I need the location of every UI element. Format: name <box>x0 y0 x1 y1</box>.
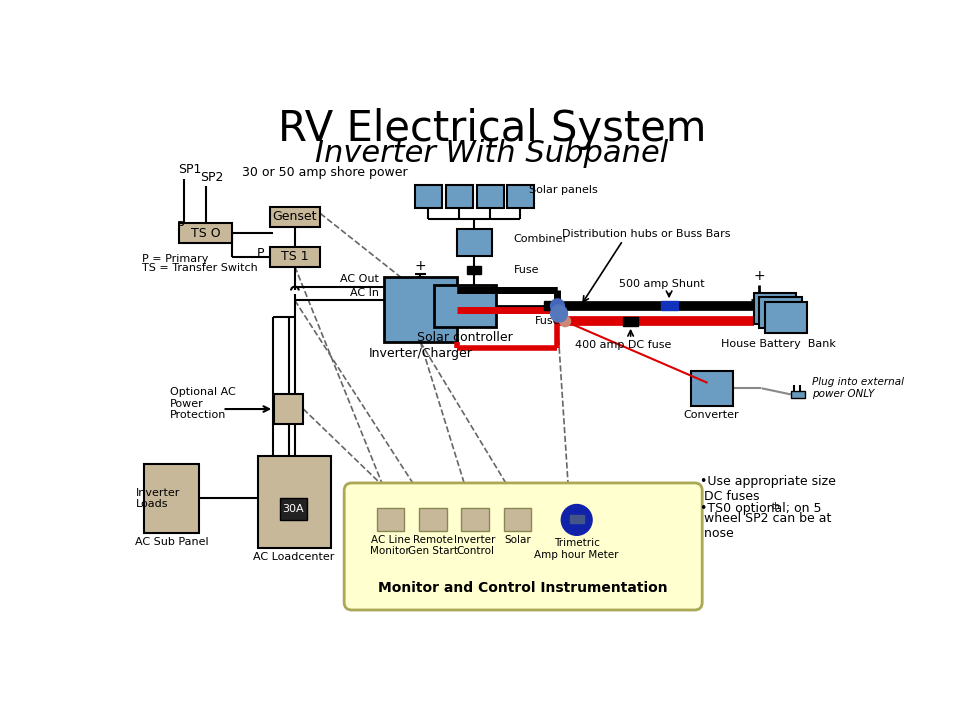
Text: AC Sub Panel: AC Sub Panel <box>134 537 208 547</box>
Text: Plug into external
power ONLY: Plug into external power ONLY <box>811 377 903 399</box>
Text: Remote
Gen Start: Remote Gen Start <box>408 534 458 556</box>
Bar <box>271 246 321 266</box>
Bar <box>275 395 303 423</box>
Bar <box>476 185 504 208</box>
Bar <box>661 301 679 310</box>
Bar <box>144 464 200 533</box>
Text: +: + <box>754 269 765 283</box>
Text: 30 or 50 amp shore power: 30 or 50 amp shore power <box>242 166 407 179</box>
Bar <box>384 276 457 342</box>
Text: AC Out: AC Out <box>340 274 379 284</box>
Text: AC Loadcenter: AC Loadcenter <box>253 552 335 562</box>
Text: +: + <box>415 258 426 273</box>
Text: Solar: Solar <box>504 534 531 544</box>
Bar <box>376 508 404 531</box>
Text: 500 amp Shunt: 500 amp Shunt <box>618 279 705 289</box>
FancyBboxPatch shape <box>344 483 702 610</box>
Circle shape <box>550 305 567 322</box>
Bar <box>258 456 331 549</box>
Text: Inverter
Loads: Inverter Loads <box>136 487 180 509</box>
Circle shape <box>550 299 564 312</box>
Text: SP1: SP1 <box>179 163 202 176</box>
Text: P: P <box>256 246 264 259</box>
Bar <box>271 207 321 227</box>
Bar <box>544 301 557 310</box>
Bar <box>690 372 733 406</box>
Bar <box>419 508 446 531</box>
Text: Fuse: Fuse <box>535 316 561 326</box>
Bar <box>508 185 535 208</box>
Bar <box>461 508 489 531</box>
Text: Distribution hubs or Buss Bars: Distribution hubs or Buss Bars <box>562 229 731 239</box>
Text: AC Line
Monitor: AC Line Monitor <box>371 534 410 556</box>
Text: Monitor and Control Instrumentation: Monitor and Control Instrumentation <box>378 580 667 595</box>
Text: P = Primary: P = Primary <box>142 254 208 264</box>
Bar <box>468 266 481 274</box>
Bar <box>180 223 231 243</box>
Bar <box>415 185 442 208</box>
Bar <box>457 229 492 256</box>
Bar <box>623 317 638 326</box>
Bar <box>504 508 531 531</box>
Text: Solar controller: Solar controller <box>418 331 513 344</box>
Text: Inverter
Control: Inverter Control <box>454 534 495 556</box>
Text: Genset: Genset <box>273 210 317 223</box>
Text: TS = Transfer Switch: TS = Transfer Switch <box>142 264 257 274</box>
Text: RV Electrical System: RV Electrical System <box>277 108 707 150</box>
Text: TS O: TS O <box>191 227 221 240</box>
Circle shape <box>560 316 570 327</box>
Text: House Battery  Bank: House Battery Bank <box>721 339 836 349</box>
Text: Trimetric
Amp hour Meter: Trimetric Amp hour Meter <box>535 539 619 560</box>
Text: Optional AC
Power
Protection: Optional AC Power Protection <box>170 387 236 420</box>
Bar <box>570 516 584 523</box>
Text: Inverter/Charger: Inverter/Charger <box>369 346 472 360</box>
Bar <box>764 302 807 333</box>
Text: Converter: Converter <box>684 410 739 420</box>
Text: th: th <box>772 502 780 511</box>
Text: SP2: SP2 <box>201 171 224 184</box>
Text: •Use appropriate size
 DC fuses: •Use appropriate size DC fuses <box>700 475 836 503</box>
Text: AC In: AC In <box>349 288 379 298</box>
Text: Inverter With Subpanel: Inverter With Subpanel <box>316 139 668 168</box>
Text: TS 1: TS 1 <box>281 250 309 263</box>
Text: 30A: 30A <box>282 504 304 514</box>
Bar <box>445 185 472 208</box>
Bar <box>434 285 496 328</box>
Text: wheel SP2 can be at
 nose: wheel SP2 can be at nose <box>700 512 831 540</box>
Text: P: P <box>177 220 184 233</box>
Bar <box>280 498 307 520</box>
Bar <box>759 297 802 328</box>
Circle shape <box>562 505 592 535</box>
Text: Combiner: Combiner <box>514 234 567 244</box>
Bar <box>754 293 796 323</box>
Text: Fuse: Fuse <box>514 265 540 274</box>
Text: 400 amp DC fuse: 400 amp DC fuse <box>575 341 671 351</box>
Bar <box>791 390 804 398</box>
Text: •TS0 optional; on 5: •TS0 optional; on 5 <box>700 502 822 516</box>
Text: Solar panels: Solar panels <box>529 185 598 195</box>
